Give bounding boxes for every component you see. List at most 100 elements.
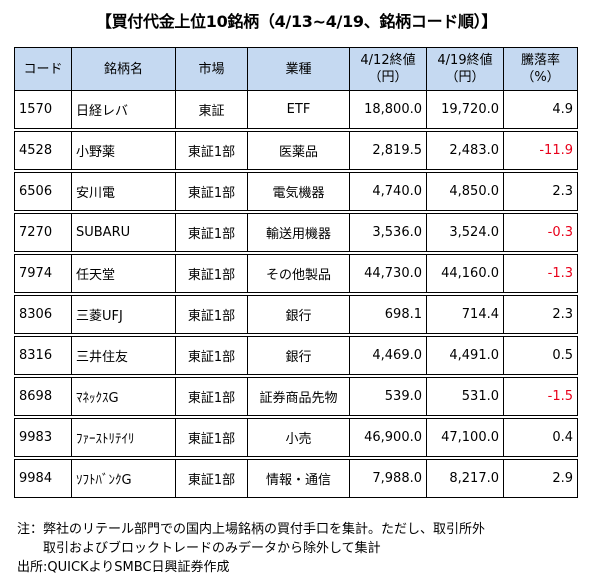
table-row: 7270 SUBARU 東証1部 輸送用機器 3,536.0 3,524.0 -0.3 — [14, 213, 578, 252]
cell-close-curr: 531.0 — [426, 377, 504, 416]
cell-close-curr: 4,491.0 — [426, 336, 504, 375]
table-body: 1570 日経レバ 東証 ETF 18,800.0 19,720.0 4.9 4528 小野薬東… — [14, 90, 578, 498]
cell-market: 東証1部 — [175, 254, 248, 293]
cell-market: 東証1部 — [175, 131, 248, 170]
header-close-prev: 4/12終値 （円） — [349, 47, 427, 91]
cell-rate: 2.3 — [503, 172, 578, 211]
header-name: 銘柄名 — [71, 47, 176, 91]
cell-code: 6506 — [14, 172, 72, 211]
cell-sector: 電気機器 — [247, 172, 350, 211]
cell-close-prev: 2,819.5 — [349, 131, 427, 170]
cell-close-prev: 4,740.0 — [349, 172, 427, 211]
cell-close-prev: 7,988.0 — [349, 459, 427, 498]
cell-close-curr: 714.4 — [426, 295, 504, 334]
cell-rate: -1.3 — [503, 254, 578, 293]
cell-sector: 銀行 — [247, 295, 350, 334]
header-close-curr-line1: 4/19終値 — [437, 53, 493, 68]
note-line-2: 取引およびブロックトレードのみデータから除外して集計 — [43, 541, 381, 556]
cell-name: 三菱UFJ — [71, 295, 176, 334]
cell-close-curr: 47,100.0 — [426, 418, 504, 457]
cell-rate: 2.3 — [503, 295, 578, 334]
cell-market: 東証1部 — [175, 213, 248, 252]
table-row: 8316 三井住友 東証1部 銀行 4,469.0 4,491.0 0.5 — [14, 336, 578, 375]
cell-code: 1570 — [14, 90, 72, 129]
cell-name: ｿﾌﾄﾊﾞﾝｸG — [71, 459, 176, 498]
note-line-1: 注：弊社のリテール部門での国内上場銘柄の買付手口を集計。ただし、取引所外 — [17, 522, 486, 537]
cell-sector: ETF — [247, 90, 350, 129]
cell-rate: 0.5 — [503, 336, 578, 375]
table-header-row: コード 銘柄名 市場 業種 4/12終値 （円） 4/19終値 （円） 騰落率 … — [14, 47, 578, 91]
cell-close-prev: 698.1 — [349, 295, 427, 334]
cell-close-prev: 3,536.0 — [349, 213, 427, 252]
cell-close-curr: 19,720.0 — [426, 90, 504, 129]
header-market: 市場 — [175, 47, 248, 91]
table-row: 1570 日経レバ 東証 ETF 18,800.0 19,720.0 4.9 — [14, 90, 578, 129]
cell-sector: その他製品 — [247, 254, 350, 293]
table-row: 6506 安川電 東証1部 電気機器 4,740.0 4,850.0 2.3 — [14, 172, 578, 211]
table-row: 8698 ﾏﾈｯｸｽG 東証1部 証券商品先物 539.0 531.0 -1.5 — [14, 377, 578, 416]
cell-rate: 0.4 — [503, 418, 578, 457]
header-close-curr: 4/19終値 （円） — [426, 47, 504, 91]
table-row: 8306 三菱UFJ 東証1部 銀行 698.1 714.4 2.3 — [14, 295, 578, 334]
cell-market: 東証1部 — [175, 418, 248, 457]
cell-rate: -0.3 — [503, 213, 578, 252]
cell-name: 安川電 — [71, 172, 176, 211]
cell-close-prev: 44,730.0 — [349, 254, 427, 293]
cell-name: ﾏﾈｯｸｽG — [71, 377, 176, 416]
cell-market: 東証 — [175, 90, 248, 129]
cell-close-curr: 44,160.0 — [426, 254, 504, 293]
cell-close-prev: 4,469.0 — [349, 336, 427, 375]
cell-close-curr: 8,217.0 — [426, 459, 504, 498]
cell-code: 4528 — [14, 131, 72, 170]
cell-market: 東証1部 — [175, 295, 248, 334]
header-close-prev-line2: （円） — [368, 70, 408, 85]
header-rate: 騰落率 （%） — [503, 47, 578, 91]
header-code: コード — [14, 47, 72, 91]
cell-code: 7270 — [14, 213, 72, 252]
header-sector: 業種 — [247, 47, 350, 91]
cell-rate: 4.9 — [503, 90, 578, 129]
header-close-curr-line2: （円） — [445, 70, 485, 85]
cell-code: 7974 — [14, 254, 72, 293]
header-rate-line1: 騰落率 — [520, 53, 560, 68]
header-close-prev-line1: 4/12終値 — [360, 53, 416, 68]
cell-name: 小野薬 — [71, 131, 176, 170]
cell-name: 任天堂 — [71, 254, 176, 293]
cell-rate: -1.5 — [503, 377, 578, 416]
table-row: 7974 任天堂 東証1部 その他製品 44,730.0 44,160.0 -1.3 — [14, 254, 578, 293]
header-rate-line2: （%） — [521, 70, 560, 85]
cell-name: ﾌｧｰｽﾄﾘﾃｲﾘ — [71, 418, 176, 457]
cell-code: 9984 — [14, 459, 72, 498]
cell-close-curr: 3,524.0 — [426, 213, 504, 252]
cell-close-prev: 539.0 — [349, 377, 427, 416]
cell-code: 8698 — [14, 377, 72, 416]
cell-market: 東証1部 — [175, 377, 248, 416]
table-row: 4528 小野薬 東証1部 医薬品 2,819.5 2,483.0 -11.9 — [14, 131, 578, 170]
cell-name: 三井住友 — [71, 336, 176, 375]
cell-code: 8306 — [14, 295, 72, 334]
cell-market: 東証1部 — [175, 172, 248, 211]
table-row: 9984 ｿﾌﾄﾊﾞﾝｸG 東証1部 情報・通信 7,988.0 8,217.0 2.9 — [14, 459, 578, 498]
cell-close-curr: 4,850.0 — [426, 172, 504, 211]
cell-market: 東証1部 — [175, 336, 248, 375]
cell-code: 8316 — [14, 336, 72, 375]
cell-rate: -11.9 — [503, 131, 578, 170]
cell-close-curr: 2,483.0 — [426, 131, 504, 170]
cell-rate: 2.9 — [503, 459, 578, 498]
cell-sector: 輸送用機器 — [247, 213, 350, 252]
cell-code: 9983 — [14, 418, 72, 457]
cell-sector: 銀行 — [247, 336, 350, 375]
footnotes: 注：弊社のリテール部門での国内上場銘柄の買付手口を集計。ただし、取引所外 取引お… — [17, 520, 587, 577]
source-line: 出所:QUICKよりSMBC日興証券作成 — [17, 560, 230, 575]
cell-close-prev: 46,900.0 — [349, 418, 427, 457]
page-title: 【買付代金上位10銘柄（4/13~4/19、銘柄コード順）】 — [95, 12, 498, 31]
table-row: 9983 ﾌｧｰｽﾄﾘﾃｲﾘ 東証1部 小売 46,900.0 47,100.0 0.4 — [14, 418, 578, 457]
cell-market: 東証1部 — [175, 459, 248, 498]
cell-close-prev: 18,800.0 — [349, 90, 427, 129]
cell-sector: 情報・通信 — [247, 459, 350, 498]
cell-sector: 医薬品 — [247, 131, 350, 170]
cell-name: 日経レバ — [71, 90, 176, 129]
cell-sector: 証券商品先物 — [247, 377, 350, 416]
cell-name: SUBARU — [71, 213, 176, 252]
ranking-table: コード 銘柄名 市場 業種 4/12終値 （円） 4/19終値 （円） 騰落率 … — [14, 47, 578, 498]
